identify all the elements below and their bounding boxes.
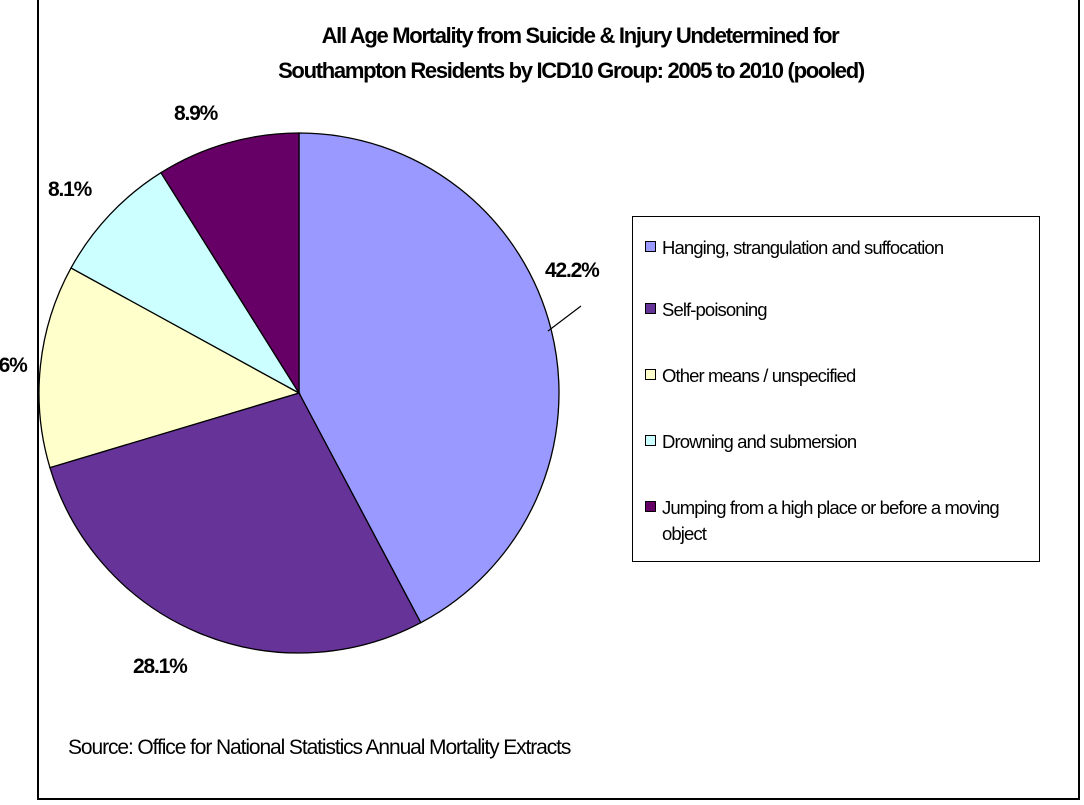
legend-label-hanging: Hanging, strangulation and suffocation — [662, 237, 944, 258]
legend-swatch-hanging — [645, 241, 656, 252]
pie-slice-drowning — [70, 171, 301, 395]
legend-label-jumping: Jumping from a high place or before a mo… — [662, 497, 1000, 544]
pie-slice-other-means — [38, 267, 301, 469]
chart-title-line-2: Southampton Residents by ICD10 Group: 20… — [278, 58, 865, 83]
legend-swatch-jumping — [645, 501, 656, 512]
pie-slice-self-poisoning — [49, 392, 422, 654]
data-label-jumping: 8.9% — [174, 102, 219, 125]
pie-slice-hanging — [298, 132, 560, 624]
legend-item-drowning: Drowning and submersion — [645, 429, 1033, 455]
source-note: Source: Office for National Statistics A… — [68, 736, 571, 759]
legend-label-other-means: Other means / unspecified — [662, 365, 856, 386]
legend-label-self-poisoning: Self-poisoning — [662, 299, 768, 320]
data-label-other-means: .6% — [0, 354, 28, 377]
legend-item-other-means: Other means / unspecified — [645, 363, 1033, 389]
data-label-self-poisoning: 28.1% — [133, 655, 188, 678]
legend-item-hanging: Hanging, strangulation and suffocation — [645, 235, 1033, 261]
legend-label-drowning: Drowning and submersion — [662, 431, 857, 452]
leader-line-hanging — [547, 305, 582, 332]
pie-slice-jumping — [160, 132, 300, 396]
chart-legend: Hanging, strangulation and suffocation S… — [632, 216, 1040, 562]
data-label-drowning: 8.1% — [48, 178, 93, 201]
legend-swatch-other-means — [645, 369, 656, 380]
pie-slices — [38, 132, 560, 654]
chart-title-line-1: All Age Mortality from Suicide & Injury … — [322, 23, 841, 48]
legend-swatch-self-poisoning — [645, 303, 656, 314]
legend-item-self-poisoning: Self-poisoning — [645, 297, 1033, 323]
legend-item-jumping: Jumping from a high place or before a mo… — [645, 495, 1033, 547]
data-label-hanging: 42.2% — [545, 259, 600, 282]
legend-swatch-drowning — [645, 435, 656, 446]
